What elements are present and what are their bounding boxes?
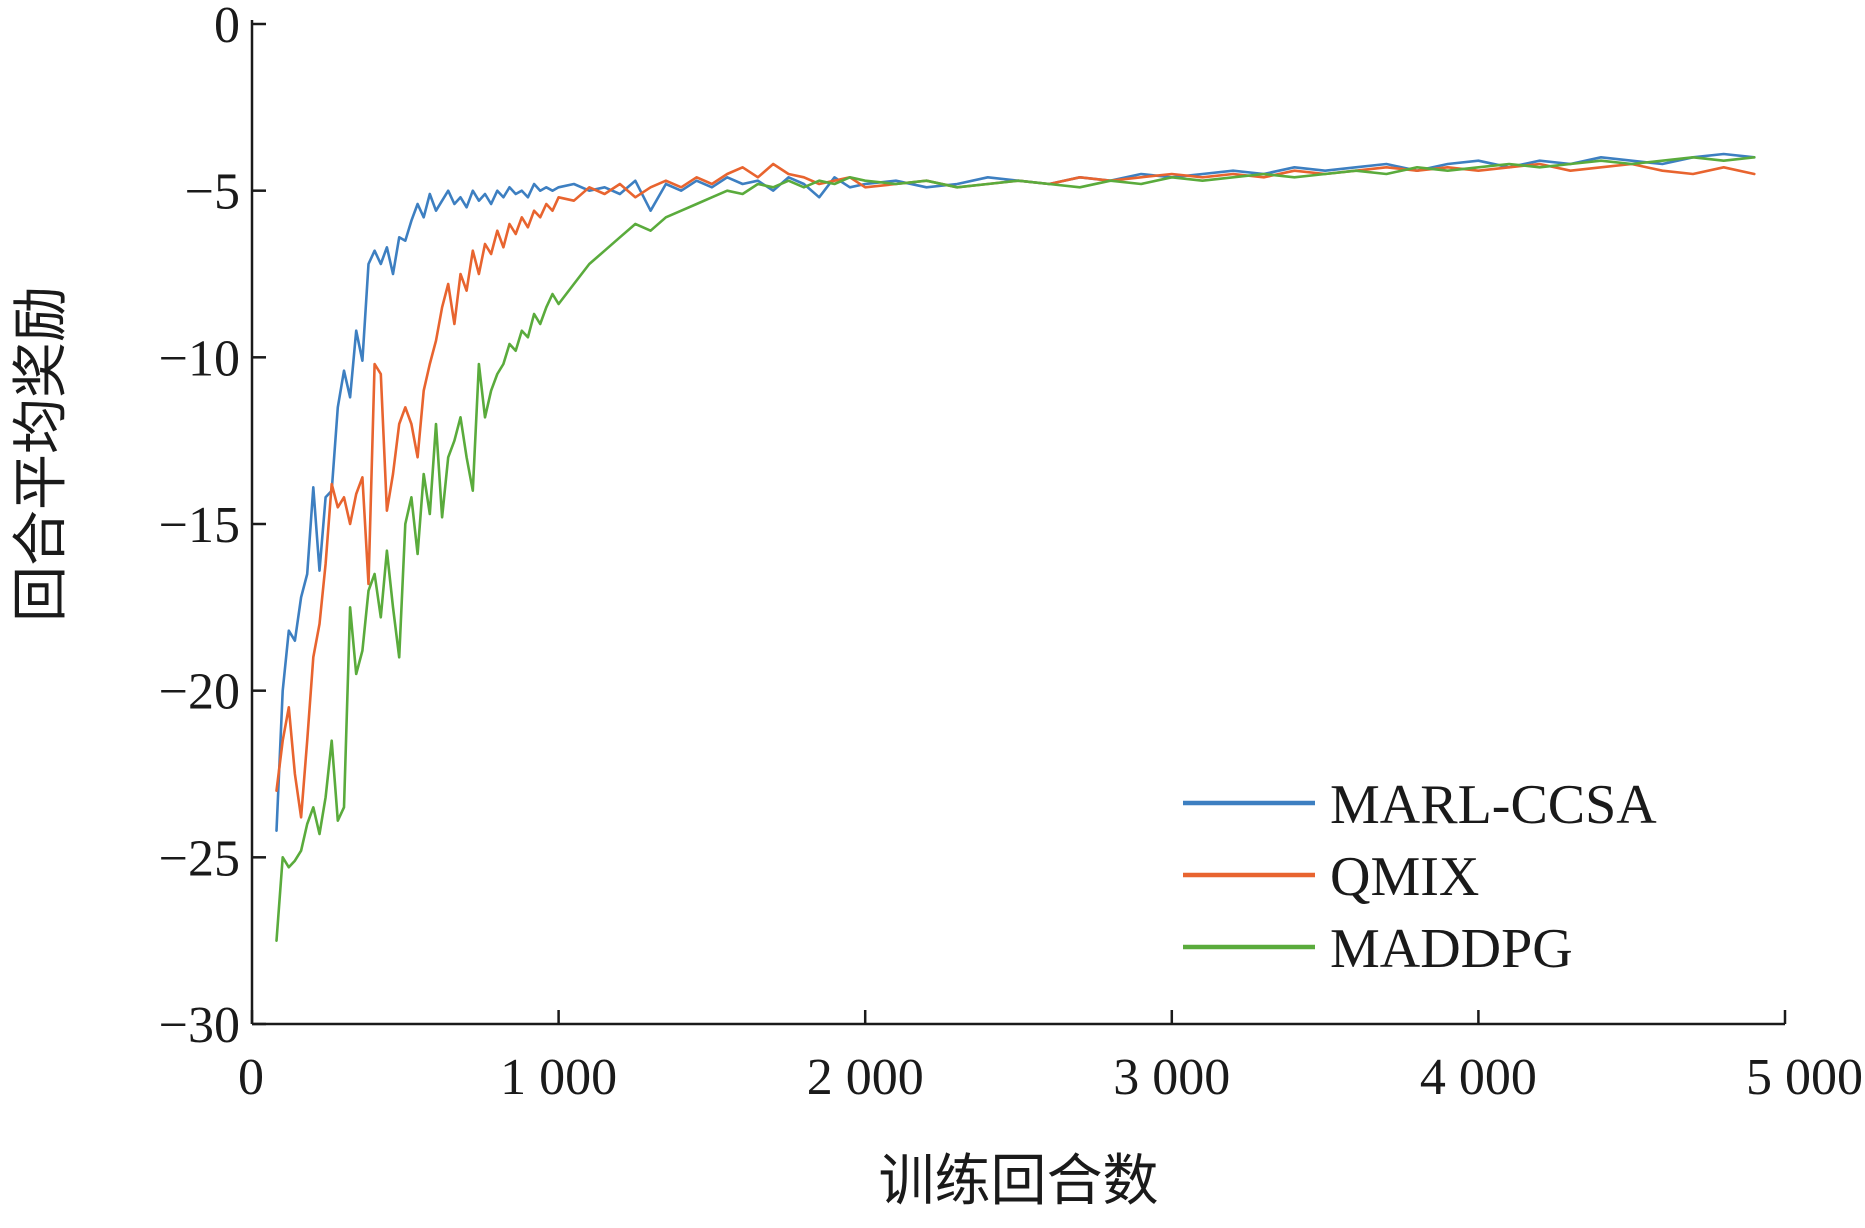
series-line-qmix — [275, 162, 1756, 819]
y-axis-title: 回合平均奖励 — [9, 286, 74, 622]
series-line-marl-ccsa — [275, 152, 1756, 833]
y-tick-label: −5 — [185, 164, 240, 221]
y-tick-label: −25 — [159, 830, 240, 887]
legend-label: MARL-CCSA — [1330, 774, 1657, 836]
axes: 0−5−10−15−20−25−300 1 000 2 000 3 000 4 000 5… — [159, 0, 1863, 1106]
legend-label: MADDPG — [1330, 918, 1573, 980]
x-tick-label: 1 000 — [500, 1049, 617, 1106]
series-layer — [275, 152, 1756, 943]
y-tick-label: −15 — [159, 497, 240, 554]
y-tick-label: 0 — [214, 0, 240, 54]
y-tick-label: −10 — [159, 330, 240, 387]
y-tick-label: −20 — [159, 664, 240, 721]
x-tick-label: 4 000 — [1420, 1049, 1537, 1106]
x-tick-label: 3 000 — [1113, 1049, 1230, 1106]
legend-label: QMIX — [1330, 846, 1479, 908]
x-tick-label: 0 — [238, 1049, 264, 1106]
x-tick-label: 2 000 — [807, 1049, 924, 1106]
y-tick-label: −30 — [159, 997, 240, 1054]
legend: MARL-CCSA QMIX MADDPG — [1183, 774, 1657, 980]
x-tick-label: 5 000 — [1746, 1049, 1863, 1106]
x-axis-title: 训练回合数 — [879, 1149, 1159, 1214]
series-line-maddpg — [275, 156, 1756, 943]
